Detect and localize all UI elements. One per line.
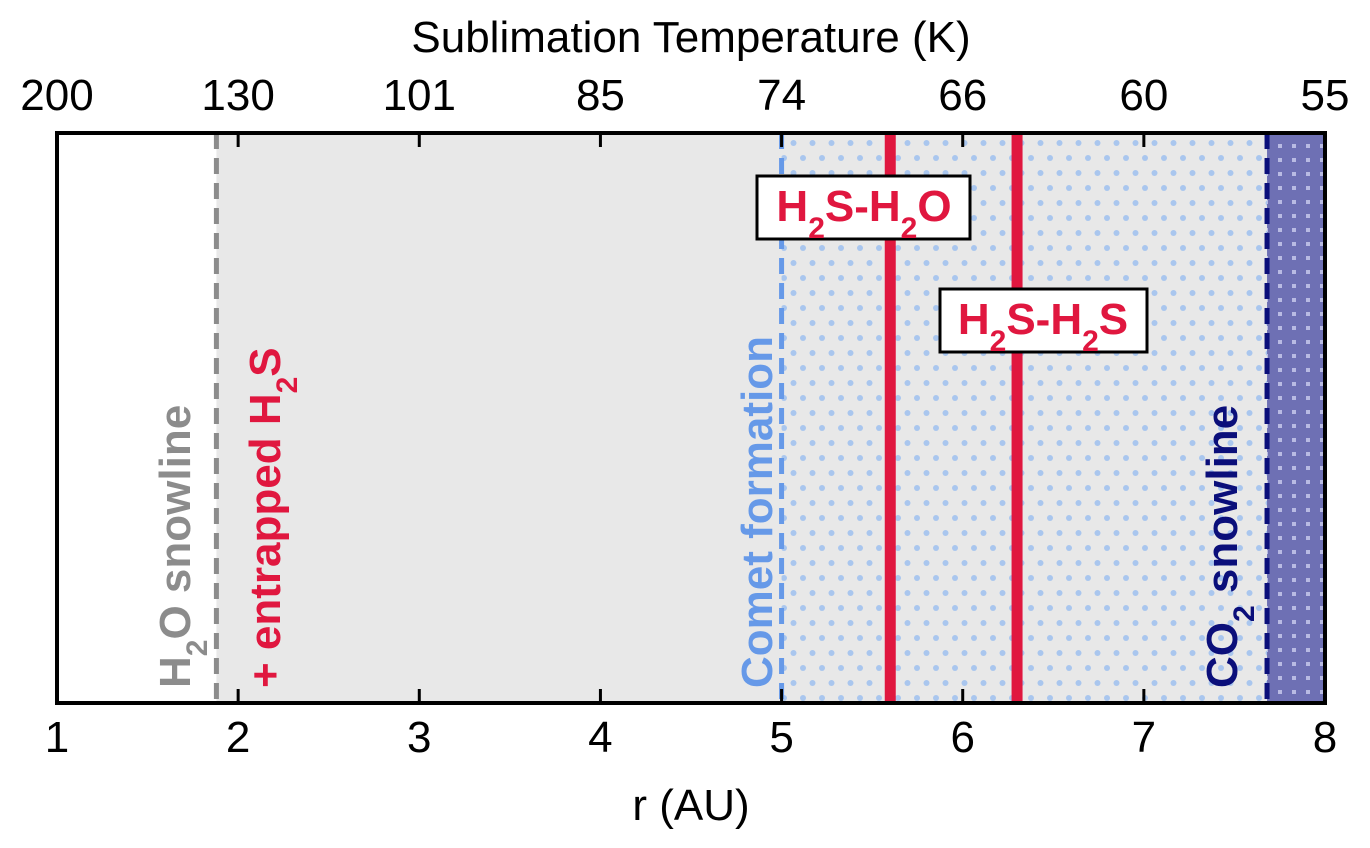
x-tick-label: 3 [407, 713, 431, 762]
co2-ice-region [1267, 133, 1325, 703]
x-tick-label: 2 [226, 713, 250, 762]
x-tick-label: 7 [1132, 713, 1156, 762]
h2s-h2o-box: H2S-H2O [755, 174, 972, 245]
x-tick-label: 6 [950, 713, 974, 762]
top-tick-label: 74 [757, 71, 806, 120]
svg-text:H2S-H2O: H2S-H2O [776, 182, 951, 245]
ticks: 1 2 3 4 5 6 7 8 200 130 101 85 74 66 60 55 [20, 71, 1349, 762]
comet-formation-label: Comet formation [733, 336, 782, 688]
top-tick-label: 55 [1301, 71, 1350, 120]
entrapped-h2s-label: + entrapped H2S [241, 347, 304, 688]
svg-text:H2S-H2S: H2S-H2S [958, 295, 1128, 358]
x-tick-label: 5 [769, 713, 793, 762]
top-tick-label: 101 [383, 71, 456, 120]
x-tick-label: 8 [1313, 713, 1337, 762]
top-tick-label: 200 [20, 71, 93, 120]
top-tick-label: 130 [201, 71, 274, 120]
x-axis-title: r (AU) [632, 781, 749, 830]
top-tick-label: 66 [938, 71, 987, 120]
h2o-snowline-label: H2O snowline [151, 405, 214, 688]
x-tick-label: 1 [45, 713, 69, 762]
top-tick-label: 60 [1119, 71, 1168, 120]
plot-frame [55, 131, 1327, 705]
co2-snowline-label: CO2 snowline [1198, 405, 1261, 688]
h2s-h2s-box: H2S-H2S [938, 287, 1149, 358]
top-axis-title: Sublimation Temperature (K) [411, 13, 970, 62]
x-tick-label: 4 [588, 713, 612, 762]
top-tick-label: 85 [576, 71, 625, 120]
